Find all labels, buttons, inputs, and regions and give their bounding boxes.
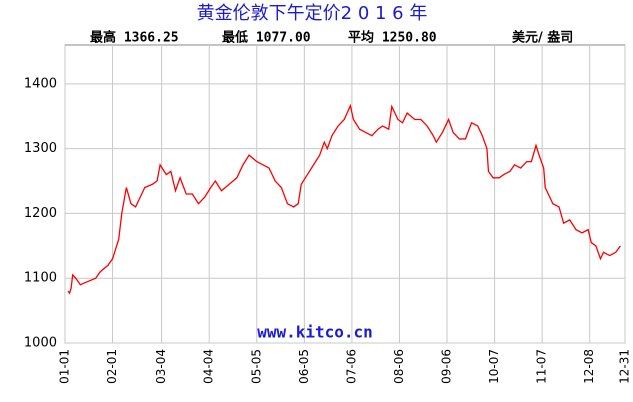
chart-title: 黄金伦敦下午定价2 0 1 6 年 (197, 3, 428, 24)
y-tick-label: 1200 (24, 206, 57, 221)
price-line (67, 103, 621, 295)
x-tick-label: 07-06 (344, 349, 358, 384)
stat-avg: 平均 1250.80 (348, 30, 437, 46)
x-tick-label: 02-01 (105, 349, 119, 384)
x-tick-label: 05-05 (249, 349, 263, 384)
x-tick-label: 08-06 (392, 349, 406, 384)
y-tick-label: 1100 (24, 271, 57, 286)
x-tick-label: 12-31 (618, 349, 632, 384)
y-tick-label: 1300 (24, 141, 57, 156)
x-tick-label: 01-01 (58, 349, 72, 384)
stat-high: 最高 1366.25 (90, 30, 179, 46)
y-tick-label: 1000 (24, 336, 57, 351)
x-tick-label: 11-07 (535, 349, 549, 384)
x-tick-label: 09-06 (440, 349, 454, 384)
unit: 美元/ 盎司 (512, 30, 573, 46)
x-tick-label: 10-07 (487, 349, 501, 384)
watermark: www.kitco.cn (257, 323, 373, 342)
stat-low: 最低 1077.00 (222, 30, 311, 46)
x-tick-label: 12-08 (582, 349, 596, 384)
x-tick-label: 06-05 (297, 349, 311, 384)
y-tick-label: 1400 (24, 76, 57, 91)
x-tick-label: 03-04 (154, 349, 168, 384)
x-tick-label: 04-04 (202, 349, 216, 384)
